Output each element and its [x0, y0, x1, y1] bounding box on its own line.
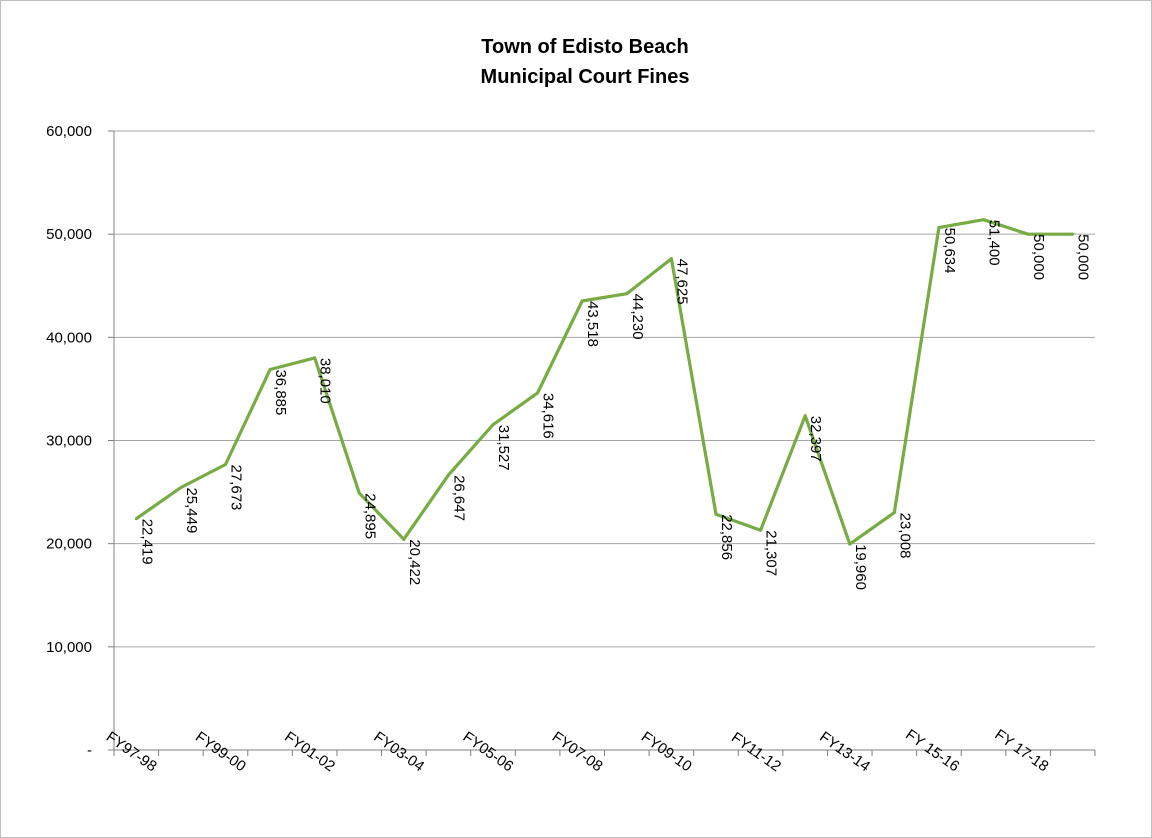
data-point [313, 356, 317, 360]
data-point [759, 528, 763, 532]
y-tick-label: 10,000 [46, 639, 92, 656]
data-point [268, 367, 272, 371]
x-tick-label: FY09-10 [638, 728, 695, 775]
data-label: 50,000 [1075, 234, 1092, 280]
x-tick-label: FY03-04 [370, 728, 427, 775]
data-label: 31,527 [495, 425, 512, 471]
y-tick-label: - [87, 742, 92, 759]
x-tick-label: FY 17-18 [991, 726, 1051, 775]
x-tick-label: FY 15-16 [902, 726, 962, 775]
data-point [625, 292, 629, 296]
series-line [135, 218, 1073, 546]
data-label: 47,625 [673, 259, 690, 305]
x-tick-label: FY11-12 [728, 729, 784, 775]
data-point [848, 542, 852, 546]
data-label: 24,895 [361, 493, 378, 539]
x-tick-label: FY07-08 [549, 728, 606, 775]
data-point [982, 218, 986, 222]
data-label: 38,010 [317, 358, 334, 404]
data-label: 44,230 [629, 294, 646, 340]
data-point [714, 512, 718, 516]
data-label: 36,885 [272, 369, 289, 415]
data-label: 27,673 [227, 465, 244, 511]
x-axis-tick-labels: FY97-98 FY99-00 FY01-02 FY03-04 FY05-06 FY07-… [103, 726, 1052, 775]
y-axis-tick-labels: - 10,000 20,000 30,000 40,000 50,000 60,000 [46, 123, 92, 759]
data-point [134, 517, 138, 521]
data-label: 19,960 [852, 544, 869, 590]
data-label: 20,422 [406, 539, 423, 585]
data-point [1026, 232, 1030, 236]
data-point [669, 257, 673, 261]
data-label: 21,307 [763, 530, 780, 576]
data-point [1071, 232, 1075, 236]
y-tick-label: 20,000 [46, 536, 92, 553]
data-label: 26,647 [450, 475, 467, 521]
data-point [491, 423, 495, 427]
data-point [223, 463, 227, 467]
data-label: 50,634 [941, 228, 958, 274]
data-label: 43,518 [584, 301, 601, 347]
x-tick-label: FY13-14 [816, 728, 873, 775]
chart-title-line-1: Town of Edisto Beach [481, 36, 688, 58]
data-point [357, 491, 361, 495]
y-tick-label: 50,000 [46, 226, 92, 243]
data-label: 34,616 [540, 393, 557, 439]
data-label: 32,397 [807, 416, 824, 462]
chart-title: Town of Edisto Beach Municipal Court Fin… [481, 36, 690, 88]
data-label: 25,449 [183, 487, 200, 533]
y-tick-label: 30,000 [46, 433, 92, 450]
series-fines [134, 218, 1075, 546]
gridlines [114, 130, 1095, 648]
x-tick-label: FY99-00 [192, 728, 249, 775]
data-point [937, 226, 941, 230]
x-tick-label: FY01-02 [281, 728, 338, 775]
chart-title-line-2: Municipal Court Fines [481, 66, 690, 88]
data-point [803, 414, 807, 418]
data-label: 22,419 [138, 519, 155, 565]
data-point [179, 485, 183, 489]
data-label: 22,856 [718, 514, 735, 560]
data-label: 50,000 [1030, 234, 1047, 280]
x-tick-label: FY05-06 [460, 728, 517, 775]
data-label: 51,400 [986, 220, 1003, 266]
x-tick-label: FY97-98 [103, 728, 160, 775]
data-point [580, 299, 584, 303]
data-point [892, 511, 896, 515]
data-point [446, 473, 450, 477]
data-labels: 22,419 25,449 27,673 36,885 38,010 24,895 20,4… [138, 220, 1091, 590]
data-point [536, 391, 540, 395]
y-tick-label: 40,000 [46, 329, 92, 346]
data-point [402, 537, 406, 541]
y-tick-label: 60,000 [46, 123, 92, 140]
axes [108, 130, 1096, 756]
data-label: 23,008 [896, 513, 913, 559]
